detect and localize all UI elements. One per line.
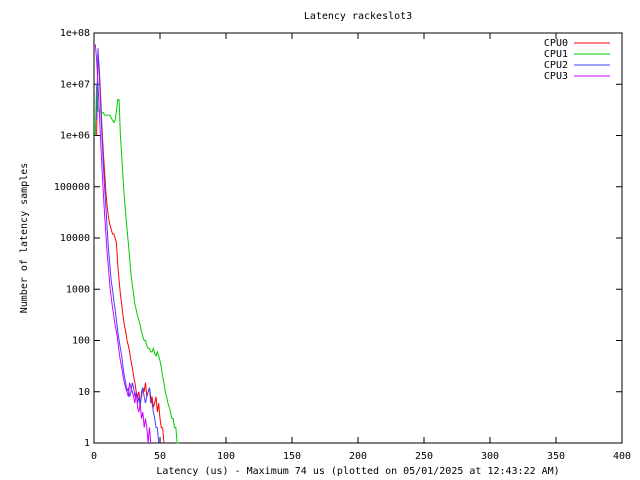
y-tick-label: 1e+08 [60, 28, 90, 39]
x-tick-label: 150 [283, 451, 301, 462]
x-tick-label: 50 [154, 451, 166, 462]
x-tick-label: 200 [349, 451, 367, 462]
chart-title: Latency rackeslot3 [304, 11, 412, 22]
series-line [96, 53, 165, 444]
legend-label: CPU0 [544, 38, 568, 49]
y-tick-label: 10000 [60, 233, 90, 244]
legend-label: CPU3 [544, 71, 568, 82]
series-line [94, 44, 152, 444]
x-tick-label: 300 [481, 451, 499, 462]
x-axis-label: Latency (us) - Maximum 74 us (plotted on… [156, 466, 559, 477]
x-tick-label: 250 [415, 451, 433, 462]
y-tick-label: 1e+06 [60, 131, 90, 142]
y-tick-label: 1000 [66, 284, 90, 295]
legend-label: CPU2 [544, 60, 568, 71]
y-tick-label: 100000 [54, 182, 90, 193]
x-tick-label: 100 [217, 451, 235, 462]
x-tick-label: 350 [547, 451, 565, 462]
y-tick-label: 10 [78, 387, 90, 398]
y-tick-label: 1 [84, 438, 90, 449]
x-tick-label: 0 [91, 451, 97, 462]
y-axis-label: Number of latency samples [19, 163, 30, 314]
y-tick-label: 100 [72, 336, 90, 347]
series-line [96, 48, 160, 444]
y-tick-label: 1e+07 [60, 79, 90, 90]
series-line [94, 84, 179, 444]
legend-label: CPU1 [544, 49, 568, 60]
x-tick-label: 400 [613, 451, 631, 462]
